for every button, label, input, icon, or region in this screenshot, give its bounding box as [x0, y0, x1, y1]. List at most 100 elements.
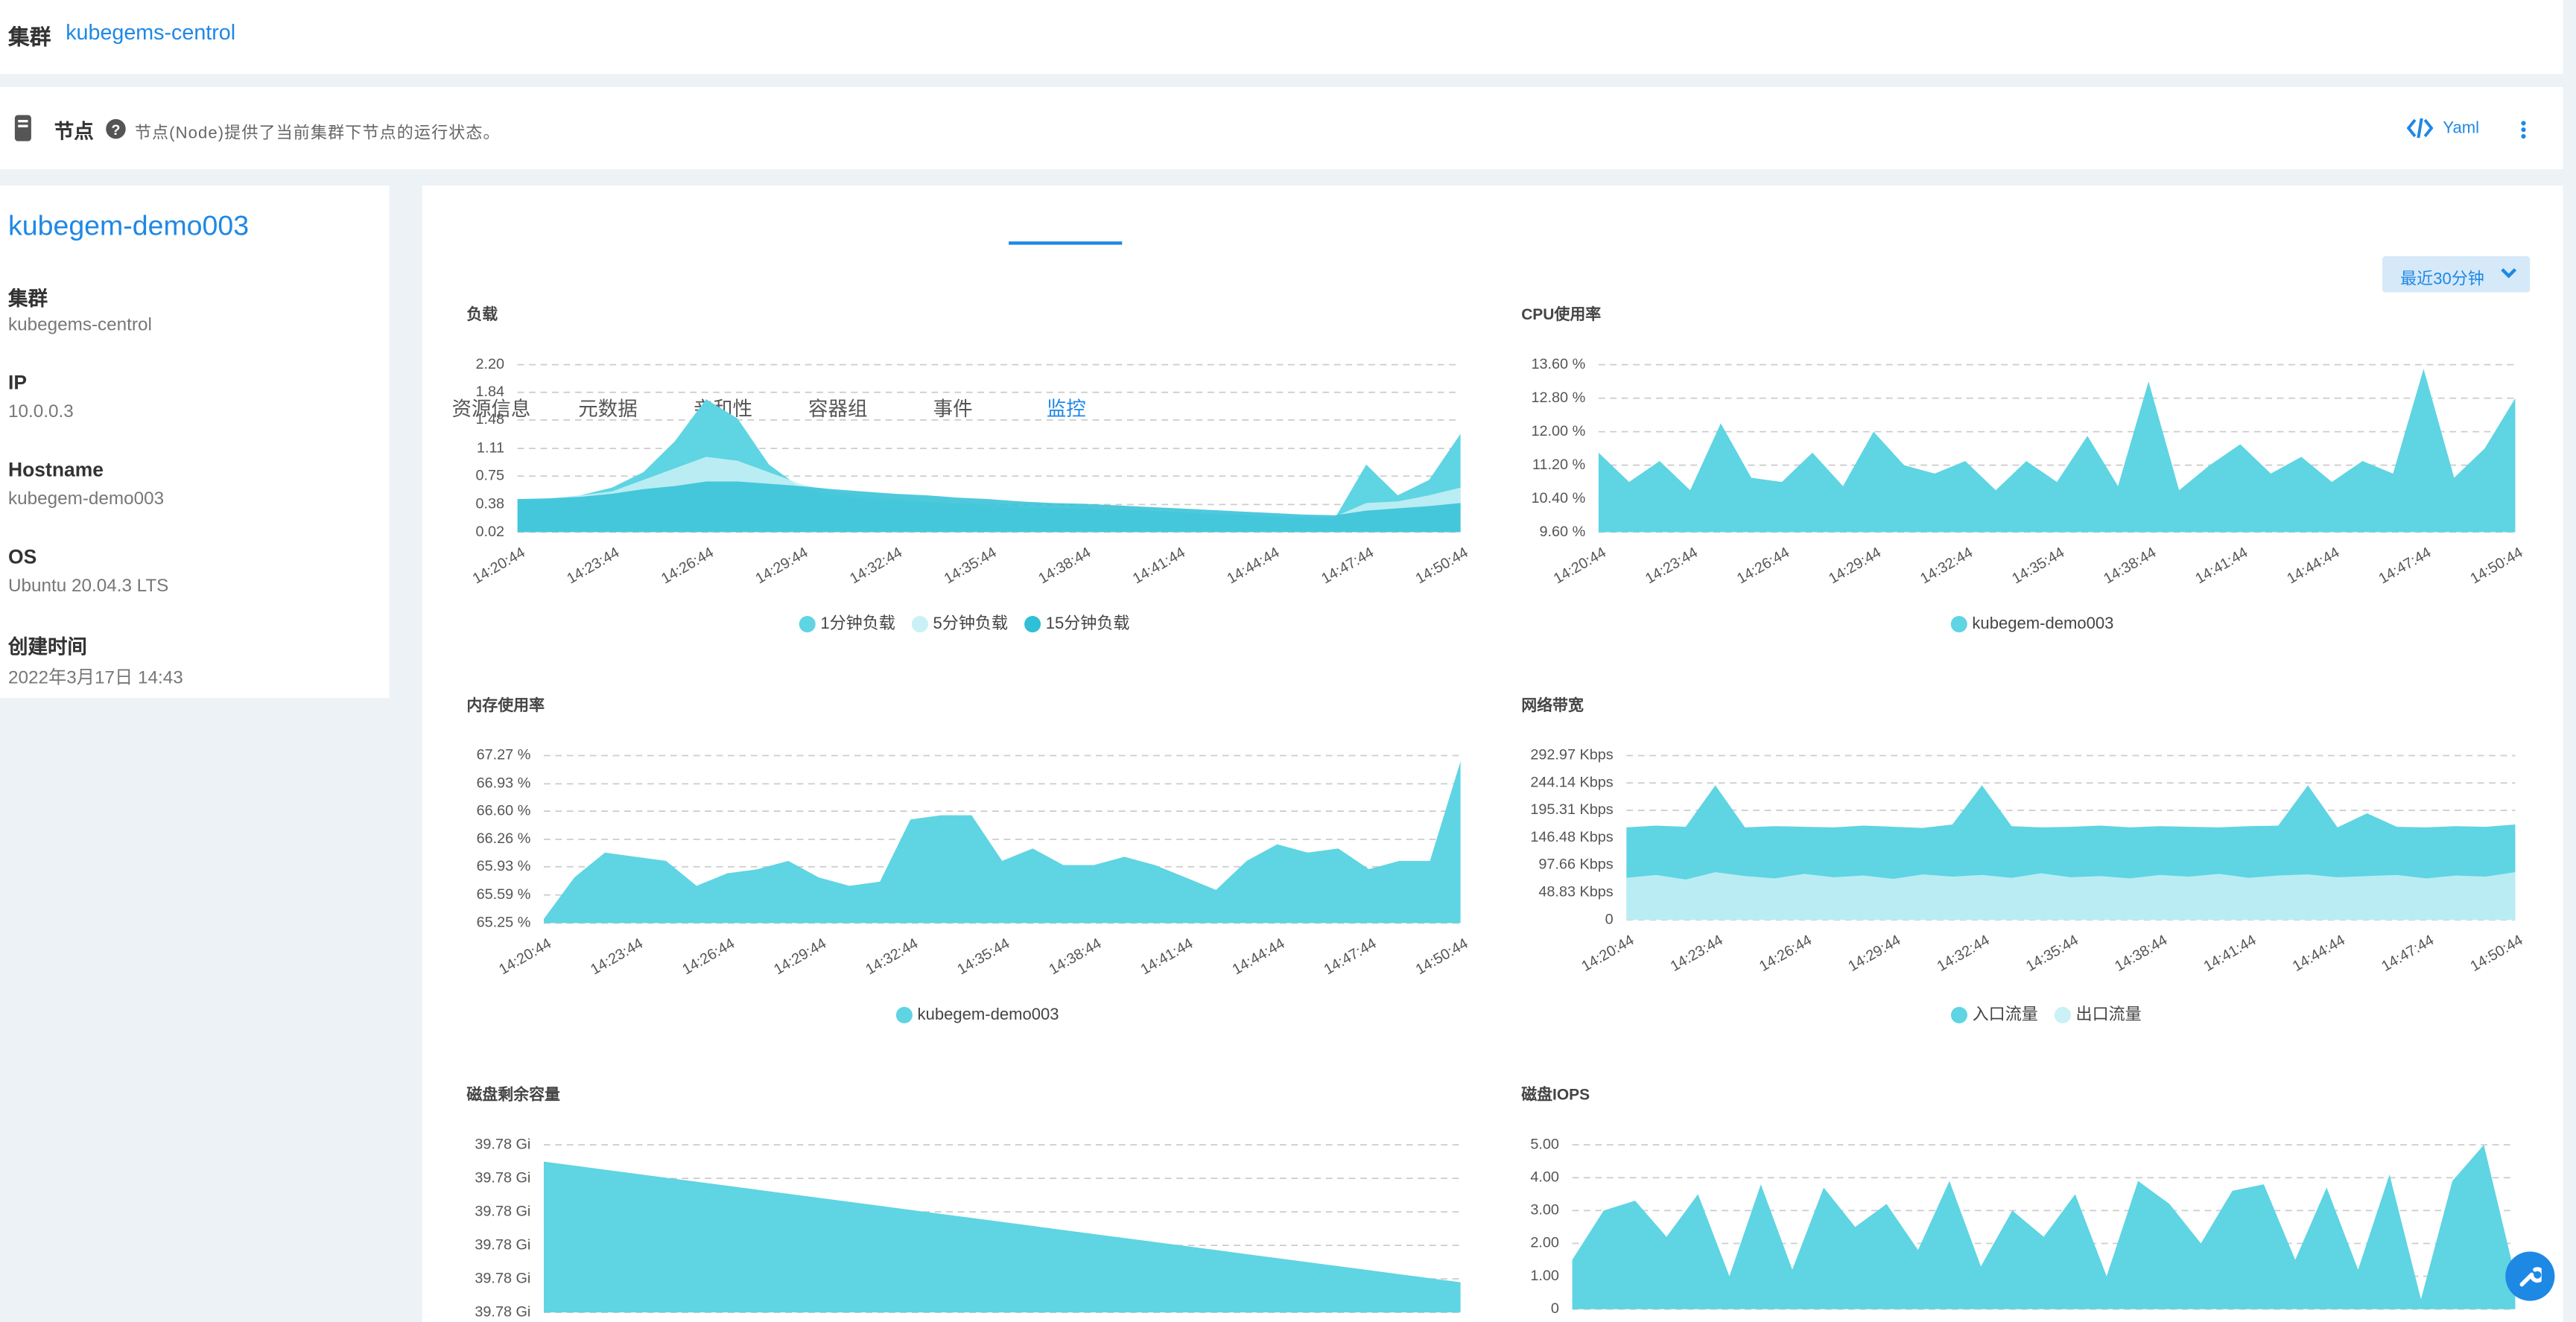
y-tick-label: 0.02	[475, 524, 504, 540]
x-tick-label: 14:41:44	[2201, 932, 2259, 975]
y-tick-label: 39.78 Gi	[475, 1303, 530, 1320]
x-tick-label: 14:29:44	[753, 544, 811, 588]
chart-title: 磁盘IOPS	[1521, 1086, 1590, 1104]
y-tick-label: 146.48 Kbps	[1530, 829, 1613, 845]
y-tick-label: 1.00	[1530, 1268, 1559, 1284]
tab[interactable]: 元数据	[578, 397, 638, 421]
legend-swatch	[1950, 1006, 1967, 1023]
time-range-button[interactable]: 最近30分钟	[2382, 256, 2531, 293]
field-value: kubegem-demo003	[8, 489, 165, 509]
legend-swatch	[799, 616, 816, 633]
x-tick-label: 14:38:44	[2112, 932, 2170, 975]
y-tick-label: 195.31 Kbps	[1530, 801, 1613, 818]
y-tick-label: 1.48	[475, 411, 504, 428]
wrench-icon	[2519, 1267, 2542, 1287]
field-label: OS	[8, 545, 37, 569]
x-tick-label: 14:38:44	[1035, 544, 1094, 588]
y-tick-label: 4.00	[1530, 1169, 1559, 1186]
legend-swatch	[2054, 1006, 2071, 1023]
field-value: kubegems-centrol	[8, 315, 152, 335]
field-label: 创建时间	[8, 635, 87, 659]
legend-swatch	[1024, 616, 1041, 633]
x-tick-label: 14:44:44	[1225, 544, 1283, 588]
x-tick-label: 14:32:44	[863, 935, 921, 979]
y-tick-label: 10.40 %	[1531, 490, 1585, 506]
x-tick-label: 14:35:44	[2023, 932, 2081, 975]
y-tick-label: 66.26 %	[477, 830, 531, 847]
cluster-bar: 集群 kubegems-centrol	[0, 0, 2563, 74]
x-tick-label: 14:23:44	[564, 544, 622, 588]
y-tick-label: 48.83 Kbps	[1538, 884, 1613, 900]
node-name: kubegem-demo003	[8, 210, 250, 242]
x-tick-label: 14:29:44	[1845, 932, 1903, 975]
x-tick-label: 14:26:44	[1734, 544, 1792, 588]
x-tick-label: 14:35:44	[942, 544, 1000, 588]
y-tick-label: 0.75	[475, 467, 504, 483]
y-tick-label: 97.66 Kbps	[1538, 857, 1613, 873]
field-label: Hostname	[8, 458, 104, 482]
x-tick-label: 14:47:44	[2376, 544, 2434, 588]
tab[interactable]: 资源信息	[451, 397, 531, 421]
chevron-icon	[2501, 268, 2517, 279]
node-info: kubegem-demo003 集群 kubegems-centrol IP 10.0…	[0, 185, 390, 699]
chart-title: 网络带宽	[1521, 696, 1584, 714]
x-tick-label: 14:32:44	[1935, 932, 1993, 975]
y-tick-label: 11.20 %	[1532, 457, 1585, 473]
y-tick-label: 292.97 Kbps	[1530, 747, 1613, 763]
area	[1626, 872, 2516, 921]
tool-button[interactable]	[2505, 1251, 2555, 1301]
x-tick-label: 14:23:44	[588, 935, 646, 979]
tab-underline	[1009, 241, 1123, 245]
yaml-button[interactable]: Yaml	[2443, 119, 2480, 139]
x-tick-label: 14:41:44	[1138, 935, 1196, 979]
x-tick-label: 14:47:44	[2379, 932, 2437, 975]
x-tick-label: 14:20:44	[496, 935, 554, 979]
legend: 1分钟负载 5分钟负载 15分钟负载	[799, 614, 1129, 633]
tab[interactable]: 事件	[933, 397, 973, 421]
more-menu[interactable]	[2519, 118, 2528, 142]
legend-swatch	[1950, 616, 1967, 633]
area	[543, 761, 1461, 924]
x-tick-label: 14:20:44	[1551, 544, 1609, 588]
y-tick-label: 39.78 Gi	[475, 1236, 530, 1253]
chart-title: 磁盘剩余容量	[466, 1086, 560, 1104]
area	[543, 1161, 1461, 1313]
x-tick-label: 14:23:44	[1668, 932, 1726, 975]
legend-label: kubegem-demo003	[1972, 614, 2113, 632]
y-tick-label: 2.00	[1530, 1235, 1559, 1251]
section-title: 节点	[54, 119, 94, 143]
x-tick-label: 14:50:44	[1413, 935, 1471, 979]
y-tick-label: 39.78 Gi	[475, 1136, 530, 1152]
y-tick-label: 39.78 Gi	[475, 1270, 530, 1286]
x-tick-label: 14:32:44	[847, 544, 905, 588]
y-tick-label: 12.00 %	[1531, 423, 1585, 439]
x-tick-label: 14:20:44	[470, 544, 528, 588]
x-tick-label: 14:26:44	[1757, 932, 1815, 975]
legend-label: 入口流量	[1973, 1005, 2038, 1023]
section-bar: 节点 ? 节点(Node)提供了当前集群下节点的运行状态。 Yaml	[0, 86, 2563, 170]
y-tick-label: 0.38	[475, 496, 504, 512]
x-tick-label: 14:20:44	[1579, 932, 1637, 975]
y-tick-label: 2.20	[475, 356, 504, 372]
y-tick-label: 0	[1551, 1300, 1559, 1317]
help-icon: ?	[106, 118, 126, 139]
field-value: 10.0.0.3	[8, 402, 74, 422]
tab[interactable]: 监控	[1046, 397, 1086, 421]
cluster-link[interactable]: kubegems-centrol	[66, 19, 236, 45]
y-tick-label: 39.78 Gi	[475, 1203, 530, 1219]
y-tick-label: 3.00	[1530, 1202, 1559, 1218]
legend-label: 5分钟负载	[933, 614, 1008, 632]
x-tick-label: 14:23:44	[1643, 544, 1701, 588]
time-range-label: 最近30分钟	[2400, 270, 2484, 290]
tab[interactable]: 容器组	[808, 397, 868, 421]
y-tick-label: 65.93 %	[477, 858, 531, 874]
x-tick-label: 14:50:44	[2468, 932, 2526, 975]
y-tick-label: 244.14 Kbps	[1530, 774, 1613, 790]
y-tick-label: 1.84	[475, 384, 504, 400]
legend: 入口流量 出口流量	[1950, 1005, 2142, 1023]
legend: kubegem-demo003	[895, 1005, 1059, 1023]
x-tick-label: 14:41:44	[2192, 544, 2250, 588]
x-tick-label: 14:35:44	[954, 935, 1012, 979]
